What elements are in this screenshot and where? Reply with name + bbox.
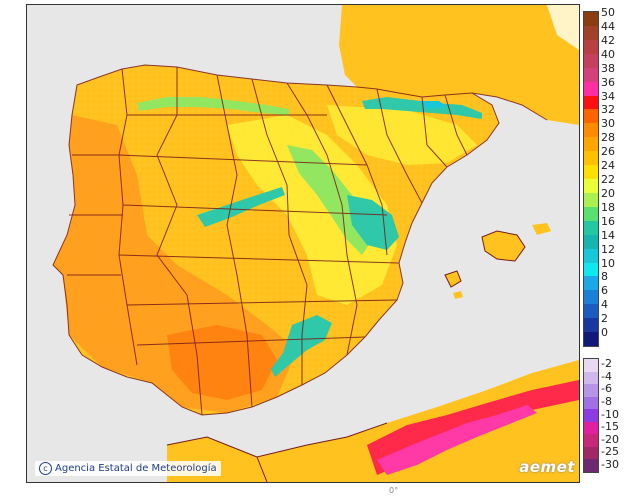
legend-tick: 28: [601, 131, 615, 145]
legend-bar-upper: [583, 11, 599, 347]
legend-swatch: [584, 446, 598, 460]
map-canvas: [52, 5, 579, 482]
menorca-island: [532, 223, 551, 235]
bottom-mark: 0°: [389, 486, 399, 495]
legend-tick: 16: [601, 214, 615, 228]
legend-swatch: [584, 304, 598, 319]
legend-tick: 14: [601, 228, 615, 242]
legend-swatch: [584, 234, 598, 250]
legend-tick: 26: [601, 145, 615, 159]
legend-tick: -25: [601, 445, 619, 459]
legend-swatch: [584, 220, 598, 236]
temperature-legend: 50 44 42 40 38 36 34 32 30 28 26 24 22 20 18 16 14 12 10 8 6…: [583, 7, 629, 481]
legend-tick: 12: [601, 242, 615, 256]
legend-tick: -4: [601, 369, 612, 383]
legend-swatch: [584, 384, 598, 398]
legend-bar-lower: [583, 358, 599, 473]
legend-tick: 42: [601, 33, 615, 47]
legend-swatch: [584, 459, 598, 473]
pyrenees-snow: [419, 101, 447, 109]
legend-swatch: [584, 137, 598, 152]
france-pale-area: [547, 5, 579, 50]
legend-tick: 6: [601, 284, 608, 298]
legend-tick: 4: [601, 298, 608, 312]
legend-tick: -2: [601, 357, 612, 371]
legend-tick: -20: [601, 432, 619, 446]
pyrenees-range: [362, 97, 482, 119]
legend-swatch: [584, 95, 598, 110]
legend-tick: -10: [601, 407, 619, 421]
legend-tick: -6: [601, 382, 612, 396]
legend-tick: 24: [601, 159, 615, 173]
legend-swatch: [584, 165, 598, 180]
aemet-credit: c Agencia Estatal de Meteorología: [35, 461, 221, 476]
legend-tick: 44: [601, 19, 615, 33]
legend-tick: 30: [601, 117, 615, 131]
legend-swatch: [584, 151, 598, 166]
legend-swatch: [584, 67, 598, 83]
legend-swatch: [584, 39, 598, 55]
legend-tick: 10: [601, 256, 615, 270]
legend-swatch: [584, 290, 598, 305]
legend-tick: 38: [601, 61, 615, 75]
africa-land: [167, 360, 579, 482]
mallorca-island: [482, 231, 525, 261]
legend-swatch: [584, 409, 598, 423]
legend-tick: -15: [601, 420, 619, 434]
legend-tick: 18: [601, 200, 615, 214]
legend-tick: 2: [601, 312, 608, 326]
central-system: [197, 187, 285, 227]
legend-swatch: [584, 276, 598, 291]
legend-tick: 8: [601, 270, 608, 284]
credit-text: Agencia Estatal de Meteorología: [55, 463, 217, 474]
legend-tick: -8: [601, 394, 612, 408]
legend-swatch: [584, 332, 598, 347]
legend-swatch: [584, 123, 598, 138]
legend-tick: -30: [601, 457, 619, 471]
legend-swatch: [584, 206, 598, 222]
teruel-highlands: [347, 195, 399, 250]
copyright-icon: c: [39, 462, 52, 475]
legend-swatch: [584, 53, 598, 69]
legend-swatch: [584, 81, 598, 96]
cool-northeast-area: [327, 105, 477, 165]
africa-borders: [166, 422, 388, 482]
africa-magenta-peaks: [377, 405, 537, 475]
province-borders: [52, 64, 548, 416]
legend-swatch: [584, 318, 598, 333]
france-land: [339, 5, 579, 125]
legend-tick: 40: [601, 47, 615, 61]
legend-tick: 0: [601, 326, 608, 340]
legend-swatch: [584, 12, 598, 27]
legend-tick: 50: [601, 6, 615, 19]
legend-swatch: [584, 109, 598, 124]
legend-swatch: [584, 434, 598, 448]
legend-tick: 34: [601, 89, 615, 103]
cool-central-area: [227, 115, 397, 305]
iberian-system: [287, 145, 372, 255]
legend-swatch: [584, 359, 598, 373]
map-frame: c Agencia Estatal de Meteorología aemet: [26, 4, 580, 483]
hot-guadalquivir-area: [167, 325, 277, 400]
legend-swatch: [584, 192, 598, 208]
legend-tick: 32: [601, 103, 615, 117]
legend-swatch: [584, 248, 598, 263]
aemet-logo: aemet: [519, 458, 575, 476]
legend-swatch: [584, 179, 598, 194]
legend-swatch: [584, 421, 598, 435]
legend-swatch: [584, 25, 598, 41]
island-borders: [444, 230, 526, 288]
legend-tick: 22: [601, 173, 615, 186]
legend-swatch: [584, 371, 598, 385]
cantabrian-range: [137, 97, 289, 115]
legend-swatch: [584, 396, 598, 410]
legend-tick: 20: [601, 186, 615, 200]
formentera-island: [453, 291, 463, 299]
legend-swatch: [584, 262, 598, 277]
legend-tick: 36: [601, 75, 615, 89]
